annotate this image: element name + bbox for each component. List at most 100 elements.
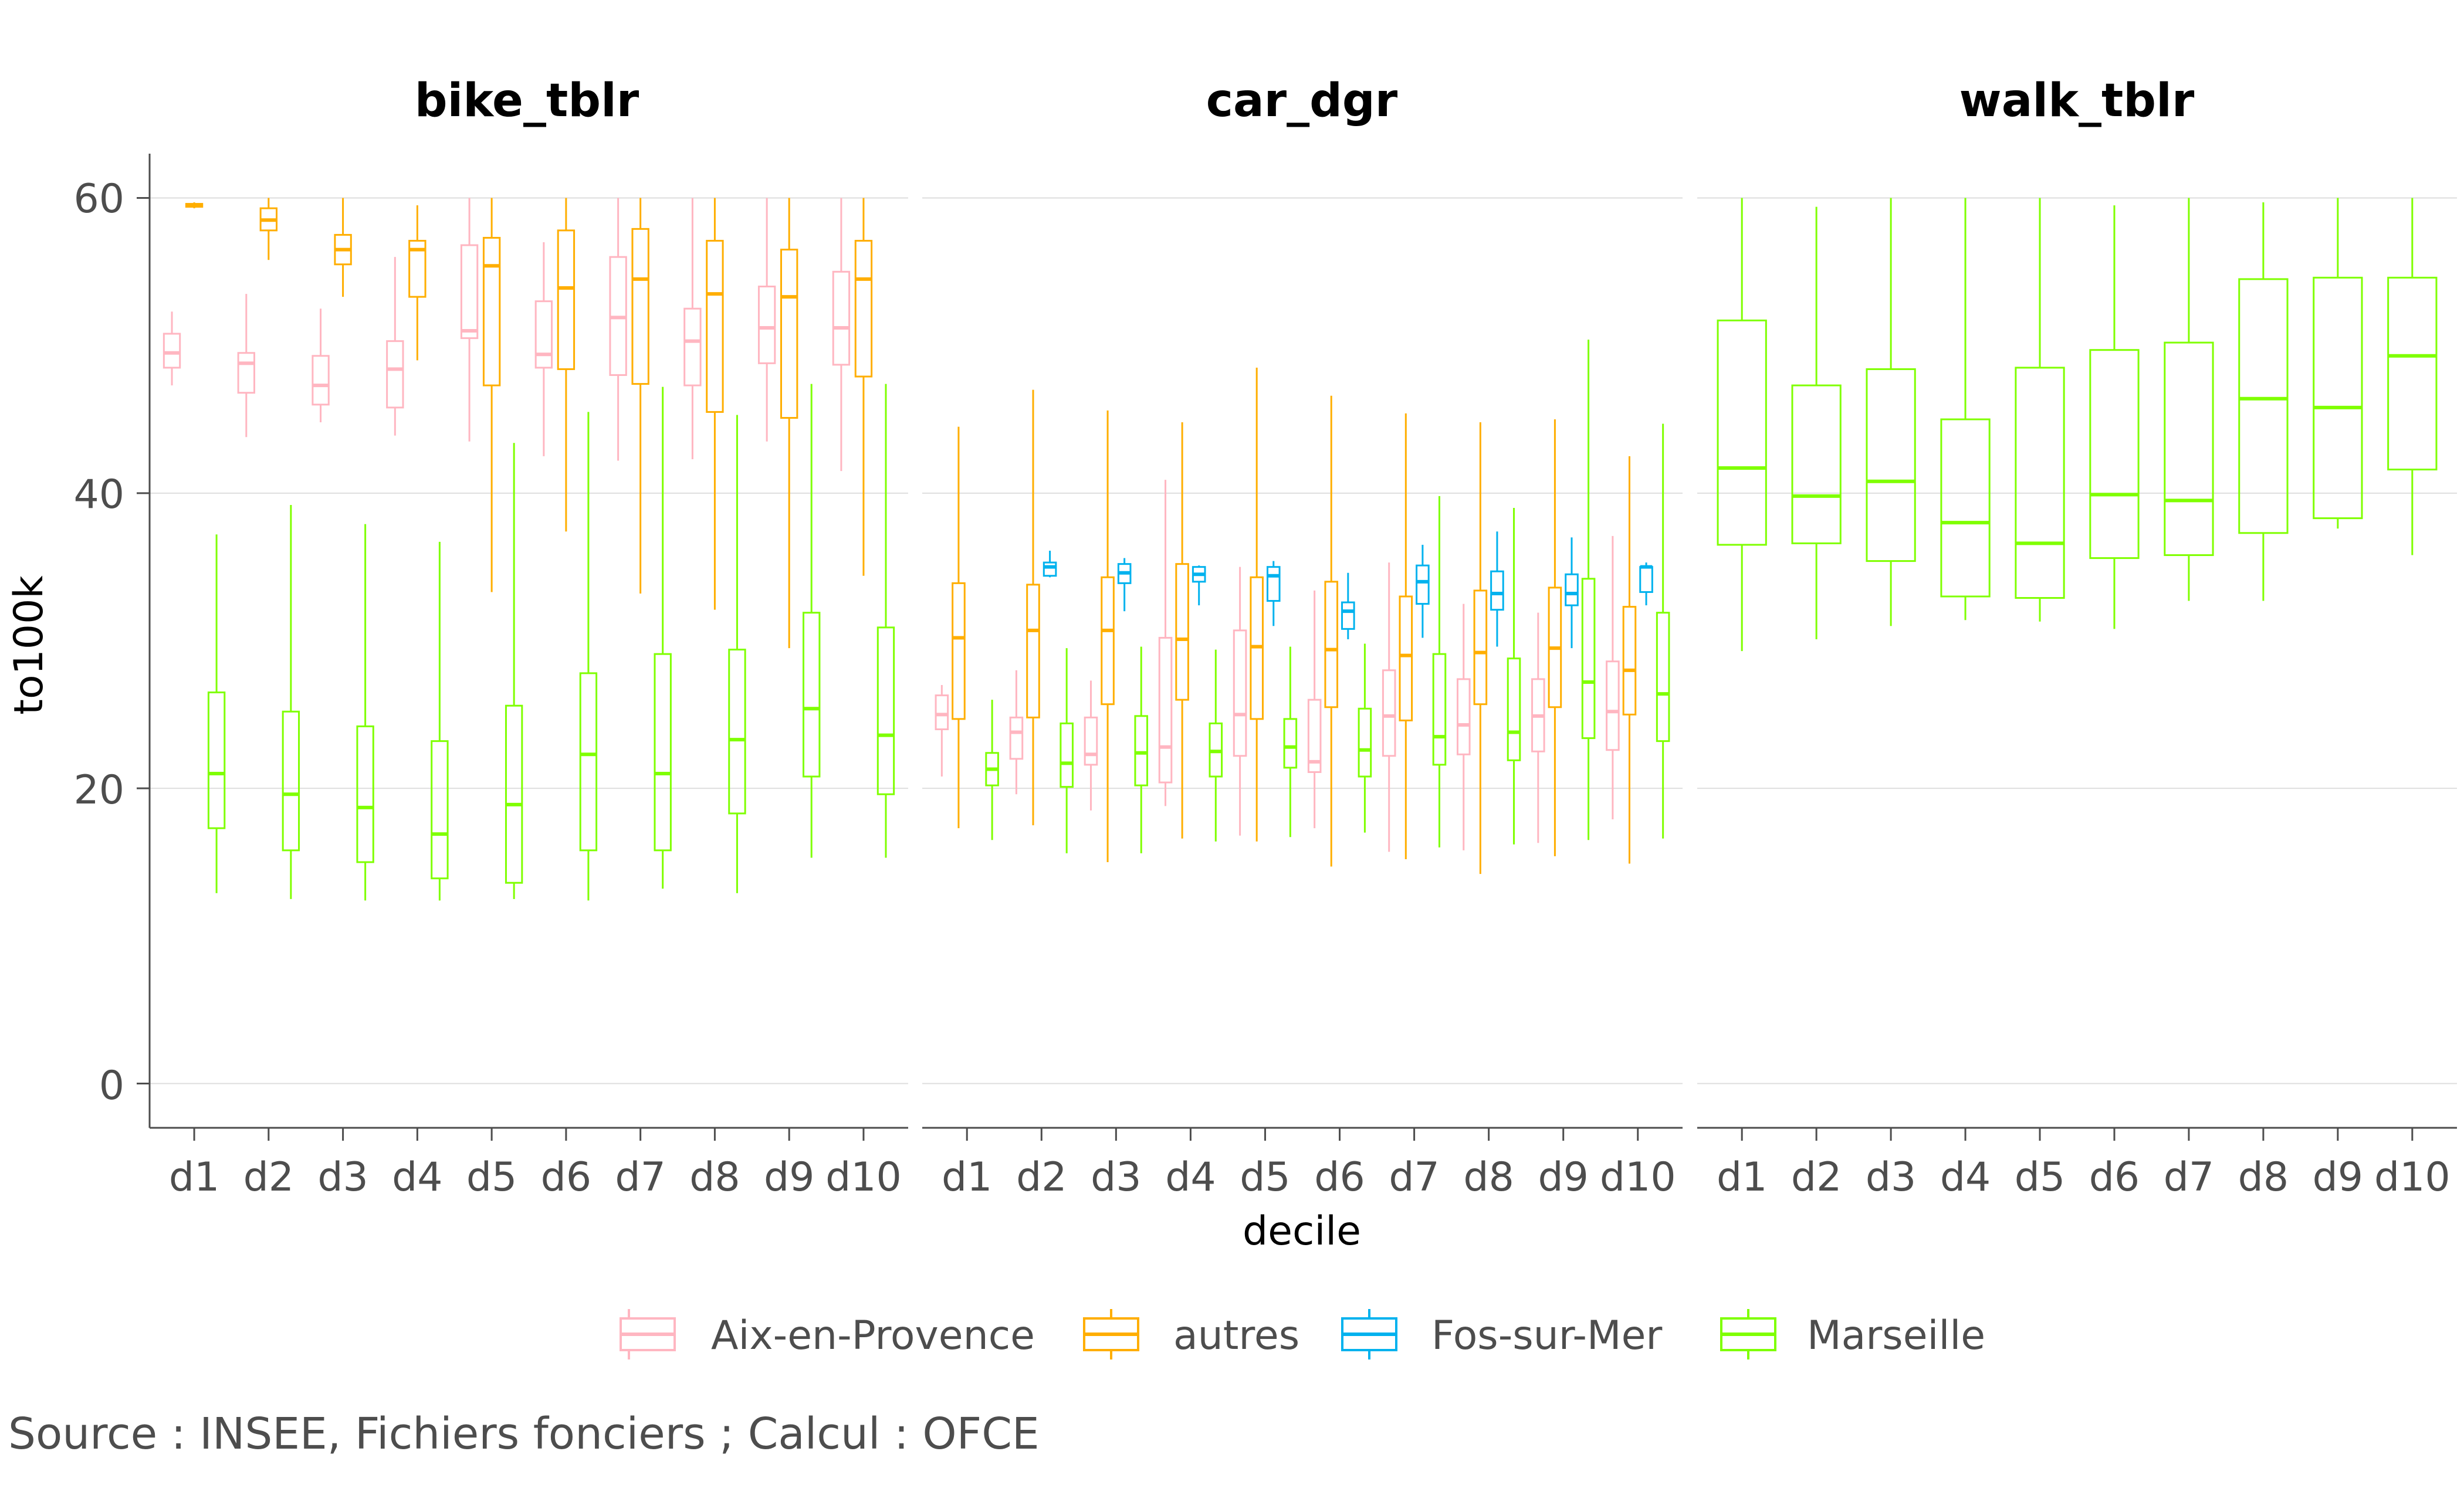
y-tick-label-0: 0 bbox=[99, 1063, 124, 1109]
x-tick-label-car_dgr-d8: d8 bbox=[1463, 1154, 1514, 1201]
box-bike_tblr-aix-en-provence-d8 bbox=[683, 307, 702, 386]
x-tick-label-walk_tblr-d2: d2 bbox=[1791, 1154, 1842, 1201]
box-car_dgr-aix-en-provence-d6 bbox=[1307, 699, 1322, 773]
box-bike_tblr-marseille-d4 bbox=[431, 740, 449, 880]
box-car_dgr-aix-en-provence-d1 bbox=[935, 694, 949, 731]
box-car_dgr-fos-sur-mer-d5 bbox=[1266, 566, 1281, 602]
box-car_dgr-autres-d6 bbox=[1324, 581, 1339, 708]
box-bike_tblr-autres-d7 bbox=[631, 228, 649, 385]
y-axis-title: to100k bbox=[6, 575, 52, 715]
facet-title-bike: bike_tblr bbox=[415, 74, 639, 127]
box-bike_tblr-aix-en-provence-d3 bbox=[312, 355, 330, 406]
box-bike_tblr-marseille-d7 bbox=[654, 653, 672, 852]
box-car_dgr-fos-sur-mer-d10 bbox=[1639, 566, 1653, 593]
box-car_dgr-fos-sur-mer-d7 bbox=[1416, 564, 1430, 605]
x-tick-label-car_dgr-d3: d3 bbox=[1091, 1154, 1141, 1201]
box-car_dgr-autres-d10 bbox=[1622, 606, 1637, 716]
box-walk_tblr-marseille-d10 bbox=[2387, 276, 2438, 471]
box-car_dgr-aix-en-provence-d10 bbox=[1606, 660, 1620, 751]
box-car_dgr-fos-sur-mer-d6 bbox=[1341, 601, 1355, 630]
x-tick-label-walk_tblr-d4: d4 bbox=[1940, 1154, 1991, 1201]
box-car_dgr-aix-en-provence-d2 bbox=[1009, 716, 1024, 760]
x-tick-label-car_dgr-d10: d10 bbox=[1600, 1154, 1676, 1201]
box-bike_tblr-aix-en-provence-d10 bbox=[832, 270, 851, 366]
legend-label-fos: Fos-sur-Mer bbox=[1431, 1313, 1662, 1359]
y-tick-label-20: 20 bbox=[73, 767, 124, 813]
x-tick-label-car_dgr-d1: d1 bbox=[942, 1154, 992, 1201]
legend-key-marseille bbox=[1720, 1309, 1776, 1359]
box-bike_tblr-marseille-d9 bbox=[803, 612, 821, 778]
box-car_dgr-marseille-d3 bbox=[1134, 715, 1149, 786]
box-walk_tblr-marseille-d8 bbox=[2238, 278, 2289, 534]
x-tick-label-walk_tblr-d9: d9 bbox=[2313, 1154, 2363, 1201]
legend-label-aix: Aix-en-Provence bbox=[711, 1313, 1035, 1359]
x-tick-label-car_dgr-d9: d9 bbox=[1538, 1154, 1588, 1201]
box-bike_tblr-marseille-d2 bbox=[282, 710, 300, 852]
box-car_dgr-aix-en-provence-d3 bbox=[1084, 716, 1098, 766]
box-bike_tblr-marseille-d5 bbox=[505, 704, 523, 884]
x-tick-label-walk_tblr-d5: d5 bbox=[2015, 1154, 2065, 1201]
x-tick-label-bike_tblr-d7: d7 bbox=[615, 1154, 665, 1201]
box-car_dgr-autres-d1 bbox=[952, 582, 966, 720]
box-walk_tblr-marseille-d2 bbox=[1791, 384, 1842, 544]
legend: Aix-en-Provence autres Fos-sur-Mer Marse… bbox=[620, 1309, 1985, 1359]
box-car_dgr-marseille-d6 bbox=[1358, 707, 1372, 778]
x-tick-label-walk_tblr-d7: d7 bbox=[2164, 1154, 2214, 1201]
legend-key-fos bbox=[1341, 1309, 1397, 1359]
box-bike_tblr-marseille-d3 bbox=[356, 725, 374, 863]
box-car_dgr-marseille-d8 bbox=[1507, 657, 1521, 761]
box-bike_tblr-autres-d5 bbox=[482, 236, 501, 386]
box-car_dgr-marseille-d7 bbox=[1432, 653, 1447, 766]
box-car_dgr-autres-d2 bbox=[1026, 584, 1040, 718]
box-car_dgr-fos-sur-mer-d2 bbox=[1043, 561, 1057, 577]
box-walk_tblr-marseille-d9 bbox=[2313, 276, 2363, 520]
x-tick-label-walk_tblr-d3: d3 bbox=[1866, 1154, 1916, 1201]
x-tick-label-walk_tblr-d6: d6 bbox=[2089, 1154, 2140, 1201]
box-bike_tblr-marseille-d10 bbox=[876, 626, 895, 795]
box-bike_tblr-autres-d8 bbox=[706, 239, 724, 413]
box-car_dgr-marseille-d10 bbox=[1656, 612, 1670, 742]
legend-label-marseille: Marseille bbox=[1807, 1313, 1985, 1359]
box-walk_tblr-marseille-d7 bbox=[2164, 341, 2214, 557]
box-walk_tblr-marseille-d1 bbox=[1717, 319, 1767, 546]
box-bike_tblr-aix-en-provence-d9 bbox=[757, 286, 776, 364]
box-bike_tblr-aix-en-provence-d4 bbox=[386, 340, 404, 409]
x-tick-label-car_dgr-d6: d6 bbox=[1314, 1154, 1365, 1201]
y-tick-label-40: 40 bbox=[73, 472, 124, 518]
box-bike_tblr-marseille-d6 bbox=[579, 672, 598, 852]
box-bike_tblr-aix-en-provence-d5 bbox=[460, 244, 479, 340]
box-bike_tblr-marseille-d1 bbox=[207, 691, 226, 829]
source-caption: Source : INSEE, Fichiers fonciers ; Calc… bbox=[8, 1409, 1040, 1459]
legend-label-autres: autres bbox=[1173, 1313, 1299, 1359]
box-car_dgr-autres-d3 bbox=[1101, 576, 1115, 706]
x-tick-label-car_dgr-d5: d5 bbox=[1240, 1154, 1290, 1201]
x-tick-label-bike_tblr-d1: d1 bbox=[169, 1154, 219, 1201]
y-tick-label-60: 60 bbox=[73, 176, 124, 222]
box-bike_tblr-autres-d4 bbox=[408, 239, 427, 298]
box-walk_tblr-marseille-d6 bbox=[2089, 349, 2140, 560]
legend-key-autres bbox=[1083, 1309, 1139, 1359]
box-car_dgr-marseille-d2 bbox=[1060, 722, 1074, 788]
x-tick-label-car_dgr-d4: d4 bbox=[1165, 1154, 1216, 1201]
box-car_dgr-marseille-d5 bbox=[1283, 718, 1298, 769]
x-tick-label-bike_tblr-d10: d10 bbox=[825, 1154, 902, 1201]
box-car_dgr-autres-d7 bbox=[1399, 595, 1413, 721]
x-tick-label-bike_tblr-d3: d3 bbox=[317, 1154, 368, 1201]
x-tick-label-car_dgr-d2: d2 bbox=[1016, 1154, 1067, 1201]
box-bike_tblr-aix-en-provence-d1 bbox=[163, 333, 181, 369]
x-axis-title: decile bbox=[1243, 1208, 1361, 1255]
x-tick-label-walk_tblr-d8: d8 bbox=[2238, 1154, 2289, 1201]
box-walk_tblr-marseille-d3 bbox=[1866, 368, 1916, 562]
box-car_dgr-fos-sur-mer-d9 bbox=[1565, 573, 1579, 606]
legend-key-aix bbox=[620, 1309, 676, 1359]
x-tick-label-bike_tblr-d6: d6 bbox=[541, 1154, 591, 1201]
box-bike_tblr-autres-d10 bbox=[854, 239, 873, 378]
box-bike_tblr-aix-en-provence-d2 bbox=[237, 352, 255, 394]
box-bike_tblr-aix-en-provence-d6 bbox=[534, 300, 553, 369]
x-tick-label-bike_tblr-d2: d2 bbox=[243, 1154, 294, 1201]
facet-title-car: car_dgr bbox=[1206, 74, 1398, 127]
box-walk_tblr-marseille-d5 bbox=[2015, 367, 2065, 599]
x-tick-label-bike_tblr-d8: d8 bbox=[689, 1154, 740, 1201]
box-bike_tblr-autres-d9 bbox=[780, 249, 798, 419]
